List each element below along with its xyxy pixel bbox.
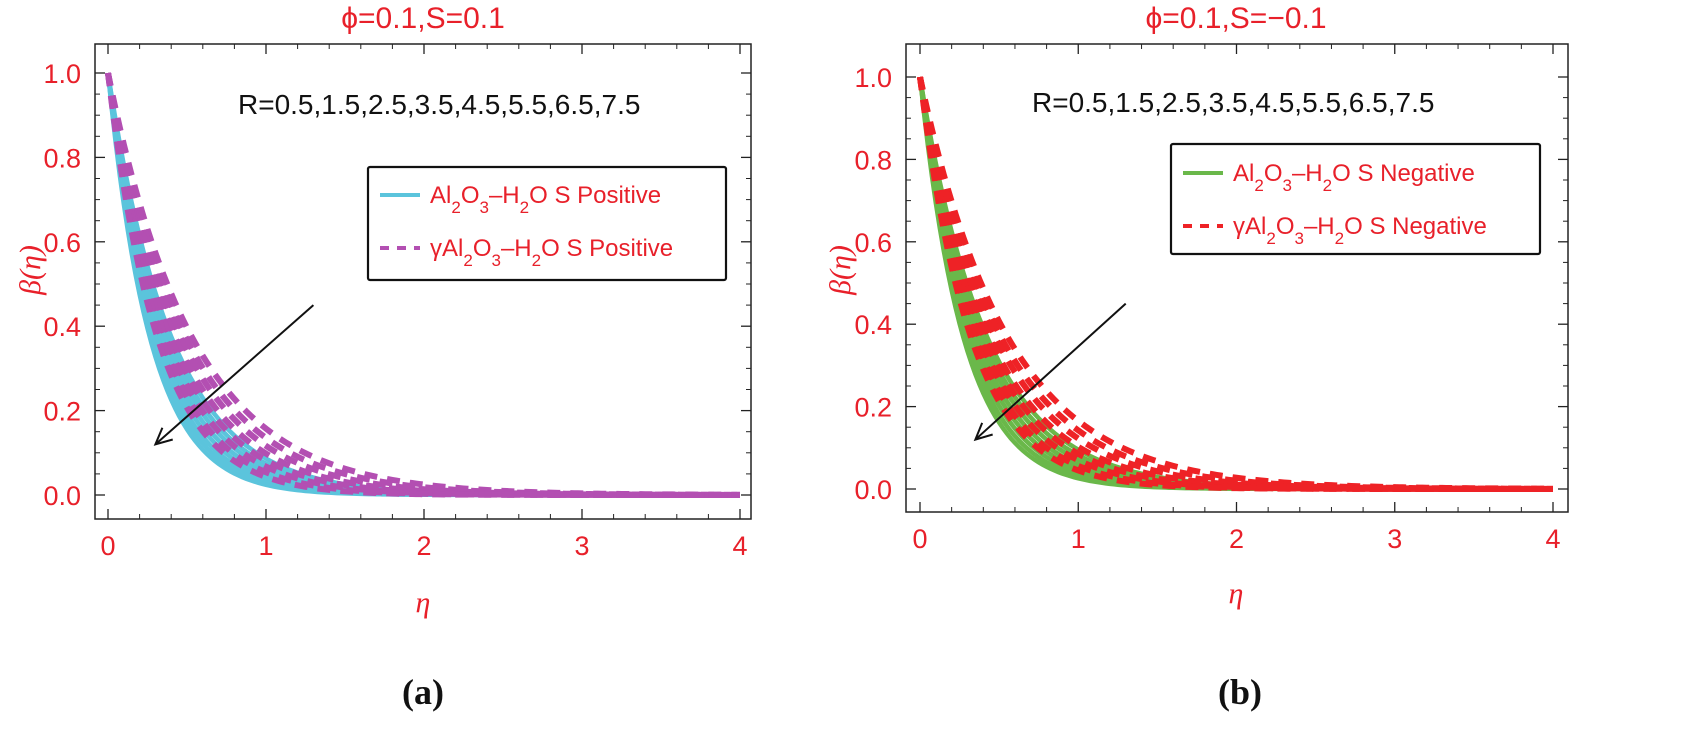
legend-label-solid: Al2O3–H2O S Negative xyxy=(1233,160,1475,195)
legend-label-solid: Al2O3–H2O S Positive xyxy=(430,182,661,217)
y-tick-label: 0.2 xyxy=(854,393,892,423)
x-tick-label: 4 xyxy=(732,531,747,561)
y-tick-label: 0.4 xyxy=(854,310,892,340)
dashed-curve-2 xyxy=(917,76,1554,492)
x-tick-label: 1 xyxy=(258,531,273,561)
x-tick-label: 2 xyxy=(416,531,431,561)
trend-arrow xyxy=(974,302,1127,441)
y-axis-label: β(η) xyxy=(824,245,857,296)
legend-label-dashed: γAl2O3–H2O S Negative xyxy=(1233,213,1487,248)
panel-caption: (b) xyxy=(1218,672,1262,712)
plot-frame xyxy=(94,43,752,520)
y-tick-label: 0.2 xyxy=(43,397,81,427)
dashed-curve-7 xyxy=(917,76,1553,492)
chart-title: ϕ=0.1,S=0.1 xyxy=(341,2,505,35)
x-tick-label: 3 xyxy=(1387,524,1402,554)
legend-label-dashed: γAl2O3–H2O S Positive xyxy=(430,235,673,270)
panel-caption: (a) xyxy=(402,672,444,712)
x-tick-label: 2 xyxy=(1229,524,1244,554)
y-axis-label: β(η) xyxy=(14,245,47,296)
curves xyxy=(917,76,1554,492)
chart-title: ϕ=0.1,S=−0.1 xyxy=(1145,2,1326,35)
x-tick-label: 0 xyxy=(100,531,115,561)
y-tick-label: 0.0 xyxy=(854,475,892,505)
panel-a: ϕ=0.1,S=0.1 0 1 2 3 4 0.0 0.2 0.4 0.6 0.8 1.0 η β(η) R… xyxy=(14,2,752,712)
parameter-annotation: R=0.5,1.5,2.5,3.5,4.5,5.5,6.5,7.5 xyxy=(1032,87,1434,118)
y-tick-label: 0.8 xyxy=(854,145,892,175)
y-tick-label: 0.0 xyxy=(43,481,81,511)
legend-box xyxy=(1169,142,1542,256)
trend-arrowhead xyxy=(973,422,993,442)
dashed-curve-1 xyxy=(917,76,1554,492)
x-axis-label: η xyxy=(416,586,431,619)
trend-arrowhead xyxy=(153,427,174,446)
y-tick-label: 0.8 xyxy=(43,143,81,173)
curves xyxy=(105,72,741,498)
x-tick-label: 1 xyxy=(1071,524,1086,554)
x-tick-label: 3 xyxy=(574,531,589,561)
solid-curve-5 xyxy=(917,76,1553,492)
y-tick-label: 0.6 xyxy=(43,228,81,258)
x-axis-label: η xyxy=(1229,577,1244,610)
legend-box xyxy=(366,165,728,282)
parameter-annotation: R=0.5,1.5,2.5,3.5,4.5,5.5,6.5,7.5 xyxy=(238,89,640,120)
y-tick-label: 0.6 xyxy=(854,228,892,258)
dashed-curve-6 xyxy=(105,72,740,498)
trend-arrow xyxy=(154,304,315,446)
dashed-curve-7 xyxy=(105,72,740,498)
x-tick-label: 4 xyxy=(1545,524,1560,554)
x-tick-label: 0 xyxy=(912,524,927,554)
y-tick-label: 1.0 xyxy=(43,59,81,89)
y-tick-label: 1.0 xyxy=(854,63,892,93)
y-tick-label: 0.4 xyxy=(43,312,81,342)
panel-b: ϕ=0.1,S=−0.1 0 1 2 3 4 0.0 0.2 0.4 0.6 0.8 1.0 η β(η)… xyxy=(824,2,1569,712)
